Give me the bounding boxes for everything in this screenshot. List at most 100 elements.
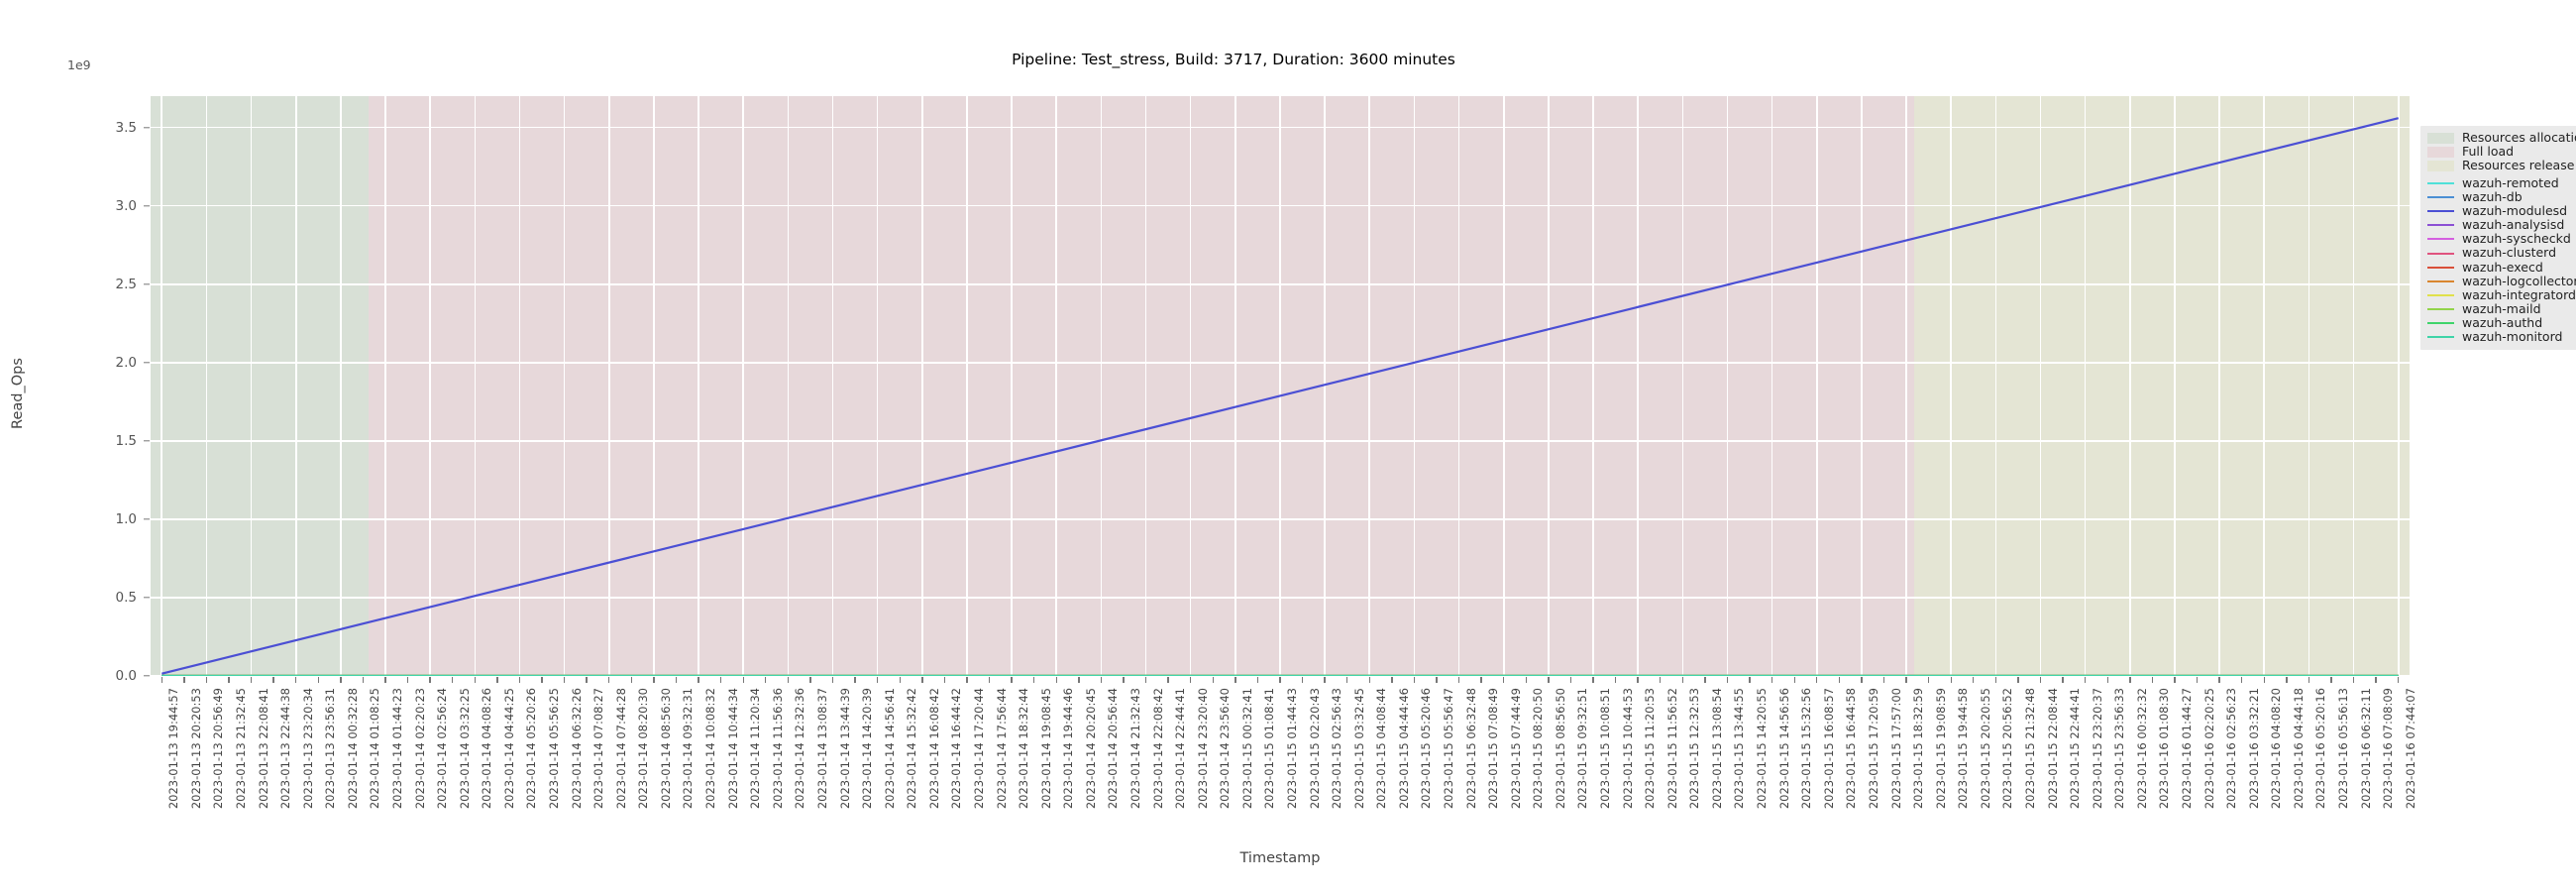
x-axis-tick-label: 2023-01-15 07:44:49	[1508, 688, 1523, 810]
phase-band	[151, 96, 370, 676]
x-axis-tick-label: 2023-01-15 02:56:43	[1330, 688, 1344, 810]
x-axis-tick-label: 2023-01-14 20:56:44	[1106, 688, 1121, 810]
x-axis-tick-label: 2023-01-14 02:20:23	[412, 688, 427, 810]
x-axis-tick-mark	[205, 677, 208, 683]
x-axis-tick-label: 2023-01-16 01:08:30	[2157, 688, 2172, 810]
x-axis-tick-label: 2023-01-15 05:56:47	[1442, 688, 1456, 810]
legend-series-label: wazuh-syscheckd	[2462, 231, 2571, 247]
y-axis-tick-label: 0.5	[115, 589, 137, 606]
y-axis-title: Read_Ops	[10, 358, 26, 429]
x-axis-tick-mark	[272, 677, 274, 683]
legend-series-row[interactable]: wazuh-authd	[2427, 314, 2572, 330]
legend-phase-row[interactable]: Resources allocation	[2427, 130, 2576, 145]
x-axis-tick-mark	[1144, 677, 1147, 683]
x-axis-tick-label: 2023-01-15 19:08:59	[1933, 688, 1948, 810]
vertical-gridline	[1861, 96, 1863, 676]
x-axis-tick-label: 2023-01-13 22:44:38	[278, 688, 293, 810]
x-axis-tick-label: 2023-01-16 00:32:32	[2134, 688, 2149, 810]
legend-line-icon	[2427, 182, 2454, 185]
x-axis-tick-mark	[1905, 677, 1907, 683]
x-axis-tick-label: 2023-01-14 17:56:44	[994, 688, 1009, 810]
x-axis-tick-mark	[2375, 677, 2377, 683]
x-axis-tick-label: 2023-01-15 06:32:48	[1463, 688, 1478, 810]
legend-series-row[interactable]: wazuh-db	[2427, 189, 2572, 204]
legend-series-label: wazuh-authd	[2462, 314, 2543, 330]
horizontal-gridline	[151, 440, 2410, 442]
y-axis-tick-label: 0.0	[115, 668, 137, 684]
legend-series-row[interactable]: wazuh-analysisd	[2427, 218, 2572, 232]
title-line-1: Pipeline: Test_stress, Build: 3717, Dura…	[1012, 51, 1455, 68]
x-axis-tick-mark	[340, 677, 342, 683]
legend-series-row[interactable]: wazuh-logcollector	[2427, 274, 2576, 288]
x-axis-tick-label: 2023-01-13 19:44:57	[166, 688, 181, 810]
horizontal-gridline	[151, 204, 2410, 207]
x-axis-tick-label: 2023-01-15 03:32:45	[1351, 688, 1366, 810]
x-axis-tick-mark	[2218, 677, 2220, 683]
x-axis-tick-label: 2023-01-16 07:08:09	[2381, 688, 2396, 810]
x-axis-tick-mark	[1368, 677, 1370, 683]
x-axis-tick-label: 2023-01-14 23:56:40	[1218, 688, 1233, 810]
legend-series-row[interactable]: wazuh-remoted	[2427, 175, 2572, 190]
x-axis-tick-mark	[1973, 677, 1975, 683]
x-axis-tick-label: 2023-01-15 20:20:55	[1978, 688, 1992, 810]
vertical-gridline	[429, 96, 431, 676]
x-axis-tick-label: 2023-01-14 19:44:46	[1061, 688, 1076, 810]
x-axis-tick-mark	[1032, 677, 1035, 683]
legend-phase-row[interactable]: Resources release	[2427, 159, 2574, 172]
vertical-gridline	[787, 96, 790, 676]
x-axis-tick-mark	[966, 677, 968, 683]
legend-line-icon	[2427, 307, 2454, 310]
vertical-gridline	[1011, 96, 1013, 676]
legend-line-icon	[2427, 196, 2454, 199]
legend-series-label: wazuh-maild	[2462, 300, 2541, 316]
legend-line-icon	[2427, 321, 2454, 324]
x-axis-tick-mark	[2084, 677, 2087, 683]
x-axis-tick-mark	[1078, 677, 1080, 683]
legend-series-row[interactable]: wazuh-modulesd	[2427, 204, 2572, 218]
x-axis-tick-mark	[2263, 677, 2265, 683]
x-axis-tick-mark	[1503, 677, 1505, 683]
x-axis-tick-label: 2023-01-15 07:08:49	[1486, 688, 1501, 810]
x-axis-tick-label: 2023-01-15 14:20:55	[1755, 688, 1770, 810]
x-axis-tick-mark	[1212, 677, 1214, 683]
vertical-gridline	[250, 96, 253, 676]
x-axis-tick-label: 2023-01-13 20:56:49	[211, 688, 226, 810]
legend-series[interactable]: wazuh-remoted wazuh-db wazuh-modulesd wazuh…	[2420, 171, 2576, 351]
x-axis-tick-label: 2023-01-14 01:08:25	[368, 688, 382, 810]
x-axis-tick-mark	[1950, 677, 1952, 683]
legend-series-row[interactable]: wazuh-clusterd	[2427, 246, 2572, 260]
x-axis-tick-mark	[1994, 677, 1997, 683]
legend-series-row[interactable]: wazuh-maild	[2427, 300, 2572, 316]
legend-series-row[interactable]: wazuh-execd	[2427, 260, 2572, 275]
vertical-gridline	[474, 96, 477, 676]
x-axis-tick-mark	[1436, 677, 1438, 683]
x-axis-tick-label: 2023-01-15 22:44:41	[2068, 688, 2083, 810]
vertical-gridline	[831, 96, 834, 676]
x-axis-tick-label: 2023-01-16 02:20:25	[2201, 688, 2216, 810]
legend-series-row[interactable]: wazuh-integratord	[2427, 287, 2576, 302]
horizontal-gridline	[151, 361, 2410, 364]
x-axis-tick-label: 2023-01-15 11:56:52	[1664, 688, 1679, 810]
x-axis-tick-mark	[563, 677, 566, 683]
x-axis-tick-mark	[1457, 677, 1460, 683]
legend-series-row[interactable]: wazuh-monitord	[2427, 329, 2572, 344]
x-axis-tick-label: 2023-01-14 11:56:36	[770, 688, 785, 810]
x-axis-tick-label: 2023-01-16 06:32:11	[2358, 688, 2373, 810]
vertical-gridline	[653, 96, 655, 676]
x-axis-tick-mark	[1413, 677, 1416, 683]
x-axis-tick-label: 2023-01-15 16:44:58	[1844, 688, 1859, 810]
x-axis-tick-mark	[2017, 677, 2019, 683]
x-axis-tick-mark	[809, 677, 811, 683]
x-axis-tick-label: 2023-01-14 10:44:34	[725, 688, 740, 810]
x-axis-tick-mark	[2174, 677, 2176, 683]
horizontal-gridline	[151, 597, 2410, 599]
legend-phase-row[interactable]: Full load	[2427, 144, 2572, 159]
series-line	[161, 118, 2398, 673]
vertical-gridline	[340, 96, 342, 676]
x-axis-tick-label: 2023-01-15 20:56:52	[2000, 688, 2015, 810]
x-axis-tick-label: 2023-01-15 18:32:59	[1911, 688, 1926, 810]
legend-series-label: wazuh-modulesd	[2462, 203, 2568, 219]
legend-series-row[interactable]: wazuh-syscheckd	[2427, 232, 2572, 246]
vertical-gridline	[1726, 96, 1729, 676]
